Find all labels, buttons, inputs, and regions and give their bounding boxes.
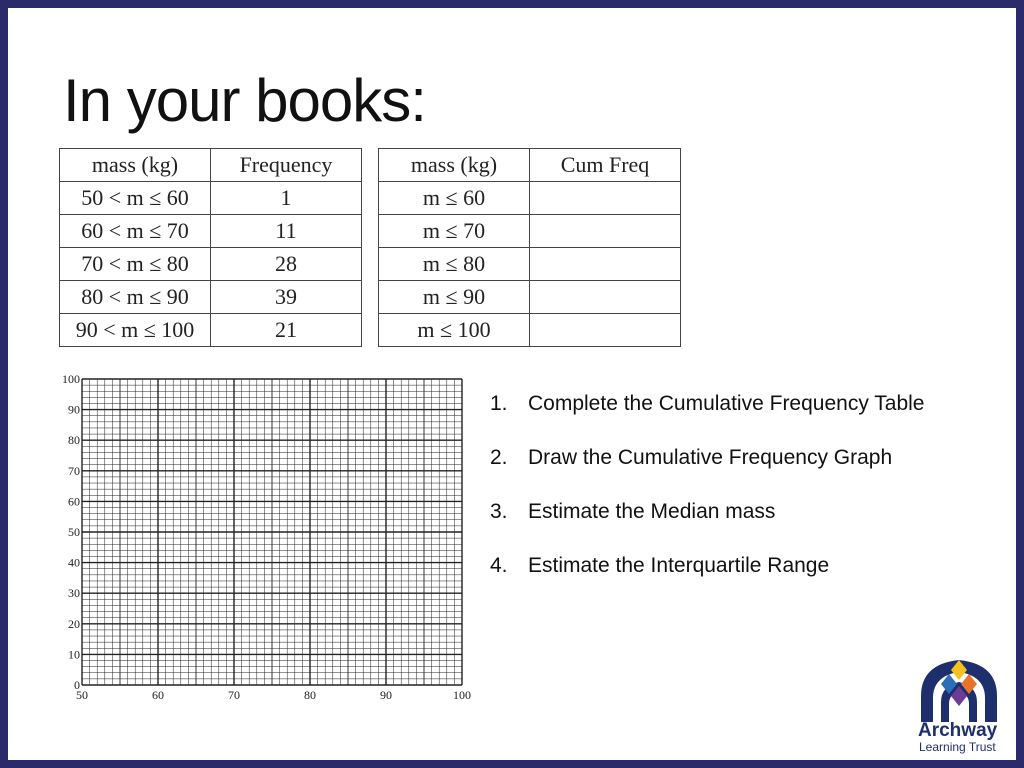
table-row: m ≤ 90 [378, 280, 681, 314]
table-cell: m ≤ 70 [378, 214, 530, 248]
table-cell: 21 [210, 313, 362, 347]
cum-freq-cell [529, 280, 681, 314]
table-cell: m ≤ 60 [378, 181, 530, 215]
logo-subtitle: Learning Trust [919, 740, 996, 754]
cum-freq-cell [529, 181, 681, 215]
table-header-row: mass (kg) Cum Freq [378, 148, 681, 182]
y-tick-label: 50 [68, 525, 80, 539]
task-text: Complete the Cumulative Frequency Table [528, 392, 925, 415]
x-tick-label: 80 [304, 688, 316, 702]
list-item: 2. Draw the Cumulative Frequency Graph [490, 446, 925, 470]
list-item: 3. Estimate the Median mass [490, 500, 925, 524]
task-text: Estimate the Interquartile Range [528, 554, 830, 577]
table-row: 80 < m ≤ 90 39 [59, 280, 362, 314]
cum-freq-cell [529, 214, 681, 248]
table-header-row: mass (kg) Frequency [59, 148, 362, 182]
y-tick-label: 20 [68, 617, 80, 631]
x-tick-label: 60 [152, 688, 164, 702]
task-text: Estimate the Median mass [528, 500, 776, 523]
x-tick-label: 70 [228, 688, 240, 702]
y-tick-label: 0 [74, 678, 80, 692]
logo-name: Archway [918, 720, 998, 741]
table-cell: 28 [210, 247, 362, 281]
table-cell: 50 < m ≤ 60 [59, 181, 211, 215]
table-row: 50 < m ≤ 60 1 [59, 181, 362, 215]
y-tick-label: 60 [68, 494, 80, 508]
x-tick-label: 50 [76, 688, 88, 702]
table-cell: m ≤ 90 [378, 280, 530, 314]
task-number: 2. [490, 446, 508, 469]
y-tick-label: 30 [68, 586, 80, 600]
slide: In your books: mass (kg) Frequency 50 < … [8, 8, 1016, 760]
task-list: 1. Complete the Cumulative Frequency Tabl… [490, 392, 925, 608]
x-tick-label: 90 [380, 688, 392, 702]
graph-paper: 50 60 70 80 90 100 0 10 20 30 40 50 60 70 80 90 100 [62, 374, 471, 702]
frequency-table: mass (kg) Frequency 50 < m ≤ 60 1 60 < m … [59, 148, 362, 347]
task-text: Draw the Cumulative Frequency Graph [528, 446, 893, 469]
task-number: 3. [490, 500, 508, 523]
x-tick-label: 100 [453, 688, 471, 702]
table-row: m ≤ 60 [378, 181, 681, 215]
table-cell: 80 < m ≤ 90 [59, 280, 211, 314]
list-item: 1. Complete the Cumulative Frequency Tabl… [490, 392, 925, 416]
table-header-cell: mass (kg) [378, 148, 530, 182]
table-cell: 1 [210, 181, 362, 215]
cum-freq-cell [529, 247, 681, 281]
table-cell: 11 [210, 214, 362, 248]
table-cell: 90 < m ≤ 100 [59, 313, 211, 347]
table-cell: 60 < m ≤ 70 [59, 214, 211, 248]
table-cell: m ≤ 80 [378, 247, 530, 281]
y-tick-label: 100 [62, 374, 80, 386]
table-row: 70 < m ≤ 80 28 [59, 247, 362, 281]
task-number: 4. [490, 554, 508, 577]
table-row: 60 < m ≤ 70 11 [59, 214, 362, 248]
table-cell: 70 < m ≤ 80 [59, 247, 211, 281]
y-tick-label: 40 [68, 556, 80, 570]
table-header-cell: Frequency [210, 148, 362, 182]
table-row: 90 < m ≤ 100 21 [59, 313, 362, 347]
task-number: 1. [490, 392, 508, 415]
table-header-cell: mass (kg) [59, 148, 211, 182]
table-cell: m ≤ 100 [378, 313, 530, 347]
table-cell: 39 [210, 280, 362, 314]
table-header-cell: Cum Freq [529, 148, 681, 182]
cum-freq-cell [529, 313, 681, 347]
y-tick-label: 90 [68, 403, 80, 417]
table-row: m ≤ 80 [378, 247, 681, 281]
y-tick-label: 70 [68, 464, 80, 478]
cumulative-frequency-table: mass (kg) Cum Freq m ≤ 60 m ≤ 70 m ≤ 80 … [378, 148, 681, 347]
table-row: m ≤ 70 [378, 214, 681, 248]
archway-logo-icon [921, 660, 997, 722]
table-row: m ≤ 100 [378, 313, 681, 347]
slide-title: In your books: [63, 67, 427, 134]
y-tick-label: 80 [68, 433, 80, 447]
list-item: 4. Estimate the Interquartile Range [490, 554, 925, 578]
y-tick-label: 10 [68, 647, 80, 661]
